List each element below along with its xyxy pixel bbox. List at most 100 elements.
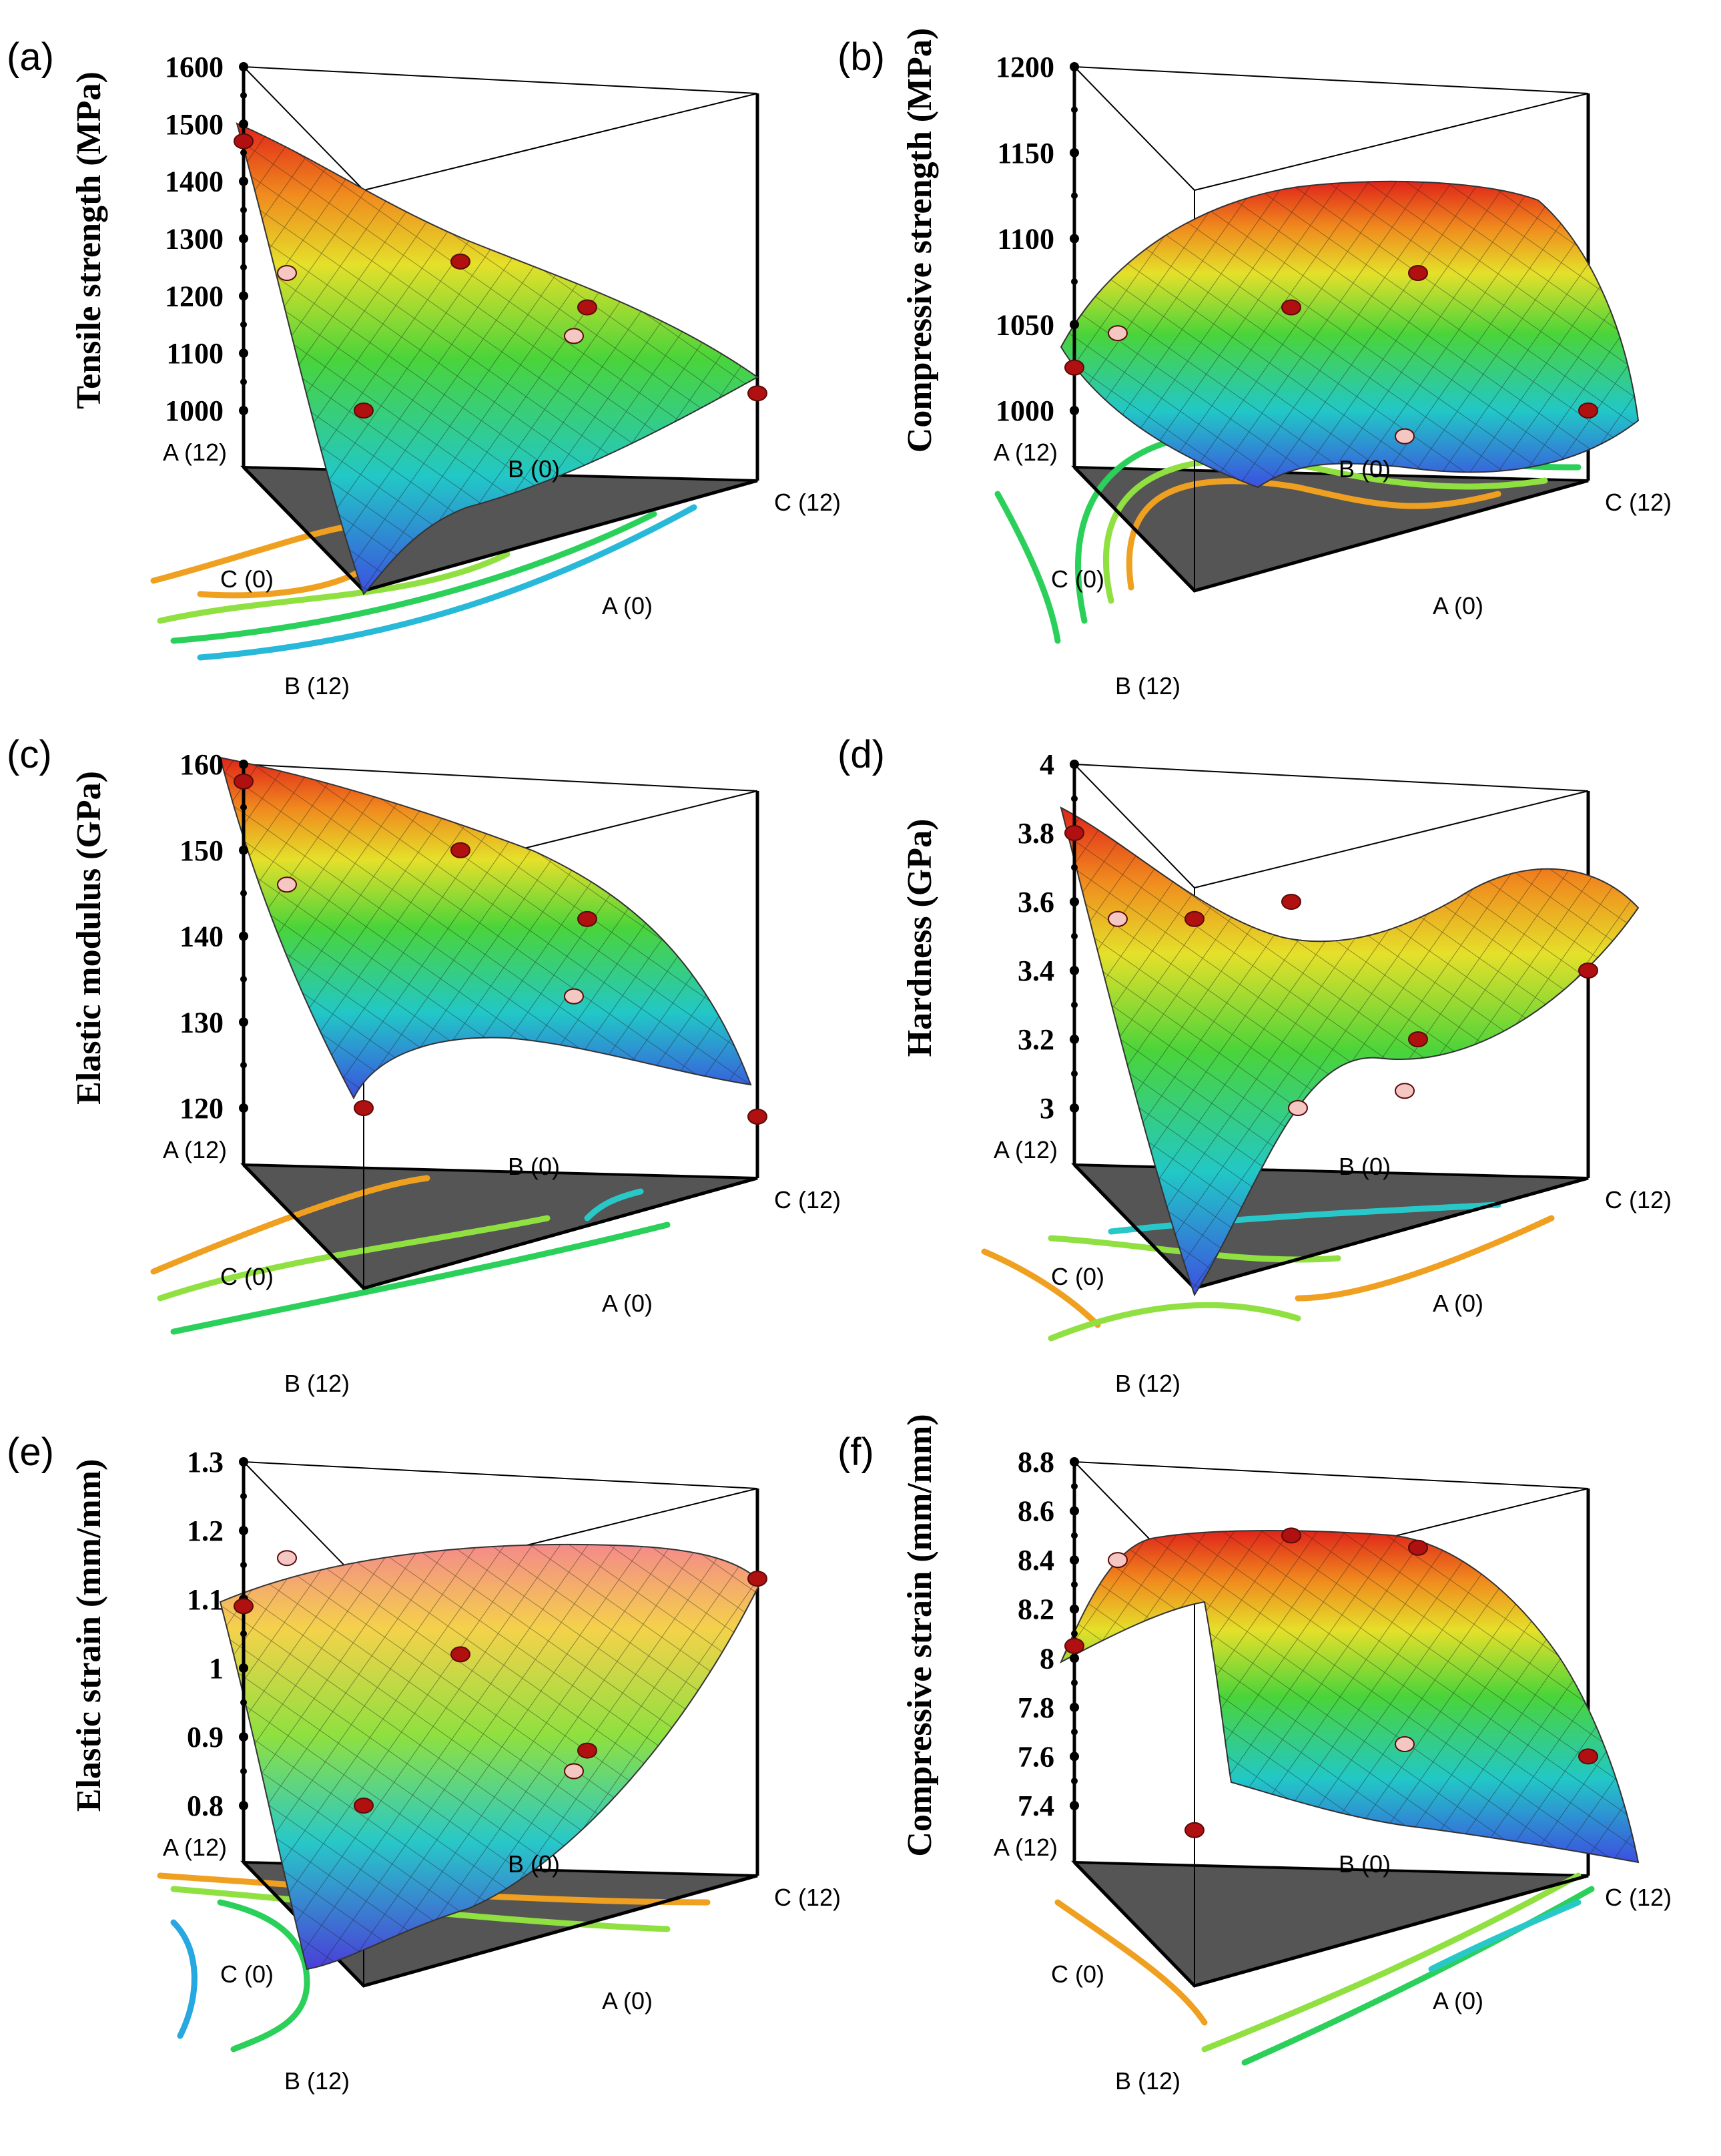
y-tick-mark: [1070, 1035, 1079, 1044]
contour-line: [217, 1899, 310, 2053]
corner-label-b0: B (0): [1339, 1850, 1391, 1878]
surface-mesh: [1061, 808, 1638, 1295]
y-tick-mark: [239, 1526, 248, 1535]
y-tick-mark: [239, 406, 248, 415]
frame-line: [243, 1461, 758, 1489]
y-minor-tick: [1071, 1001, 1078, 1009]
corner-label-a0: A (0): [602, 592, 653, 619]
surface-mesh: [220, 758, 751, 1098]
design-point: [564, 988, 584, 1005]
y-tick-label: 8.4: [1018, 1544, 1054, 1577]
y-tick-mark: [239, 234, 248, 244]
corner-label-b12: B (12): [284, 672, 350, 700]
y-tick-label: 4: [1040, 748, 1054, 781]
corner-label-c0: C (0): [220, 565, 274, 593]
y-minor-tick: [240, 975, 247, 983]
y-tick-label: 1.2: [187, 1515, 224, 1547]
corner-label-c0: C (0): [220, 1960, 274, 1988]
contour-line: [994, 491, 1061, 644]
y-axis-label: Elastic strain (mm/mm): [70, 1459, 108, 1812]
y-tick-mark: [1070, 320, 1079, 330]
design-point: [1578, 402, 1598, 419]
y-minor-tick: [240, 1561, 247, 1569]
corner-label-a12: A (12): [994, 439, 1058, 466]
y-minor-tick: [240, 264, 247, 271]
panel-letter: (a): [7, 35, 54, 79]
y-minor-tick: [1071, 106, 1078, 113]
design-point: [450, 1646, 470, 1663]
corner-label-a0: A (0): [1433, 592, 1483, 619]
y-tick-label: 7.8: [1018, 1691, 1054, 1724]
y-tick-mark: [239, 1103, 248, 1113]
corner-label-b0: B (0): [508, 455, 560, 483]
corner-label-b12: B (12): [284, 2067, 350, 2095]
y-axis-label: Elastic modulus (GPa): [70, 771, 108, 1105]
y-tick-label: 1150: [997, 137, 1054, 170]
y-tick-label: 7.6: [1018, 1740, 1054, 1773]
frame-line: [363, 93, 758, 191]
design-point: [1064, 825, 1084, 841]
y-axis-label: Compressive strength (MPa): [901, 28, 939, 453]
design-point: [354, 1798, 374, 1814]
contour-line: [1428, 1899, 1582, 1972]
design-point: [354, 1100, 374, 1116]
design-point: [234, 773, 254, 790]
design-point: [1395, 428, 1415, 445]
y-minor-tick: [240, 1768, 247, 1775]
y-tick-label: 0.8: [187, 1790, 224, 1822]
y-tick-label: 150: [180, 834, 224, 867]
design-point: [277, 1550, 297, 1567]
y-tick-mark: [1070, 1801, 1079, 1810]
y-tick-label: 1.3: [187, 1446, 224, 1478]
design-point: [450, 842, 470, 858]
y-tick-label: 140: [180, 920, 224, 953]
y-tick-mark: [239, 931, 248, 941]
corner-label-c12: C (12): [1605, 1186, 1672, 1214]
y-minor-tick: [1071, 864, 1078, 871]
y-tick-label: 1000: [165, 394, 224, 427]
surface-mesh: [1061, 1531, 1638, 1862]
y-tick-mark: [1070, 406, 1079, 415]
design-point: [1578, 1748, 1598, 1765]
y-tick-mark: [1070, 1555, 1079, 1565]
y-minor-tick: [1071, 1581, 1078, 1588]
panel-f: 7.4 7.6 7.8 8 8.2 8.4 8.6 8.8 Compressive strain…: [837, 1414, 1672, 2095]
corner-label-a0: A (0): [1433, 1987, 1483, 2014]
frame-line: [1074, 1461, 1589, 1489]
contour-line: [157, 1215, 551, 1302]
y-tick-mark: [239, 62, 248, 71]
y-tick-mark: [1070, 1751, 1079, 1762]
design-point: [577, 1742, 597, 1759]
corner-label-b0: B (0): [1339, 455, 1391, 483]
frame-line: [1074, 66, 1195, 191]
y-tick-mark: [239, 119, 248, 129]
design-point: [577, 910, 597, 927]
surface-mesh: [237, 123, 757, 594]
design-point: [1108, 1552, 1128, 1569]
panel-c: 120 130 140 150 160 Elastic modulus (GPa) (c) A…: [7, 733, 841, 1397]
y-tick-label: 1600: [165, 51, 224, 83]
design-point: [747, 1571, 767, 1587]
y-tick-label: 3.6: [1018, 886, 1054, 918]
y-tick-label: 1500: [165, 108, 224, 141]
y-tick-label: 3: [1040, 1092, 1054, 1125]
panel-letter: (d): [837, 733, 885, 776]
design-point: [747, 385, 767, 402]
design-point: [1108, 910, 1128, 927]
design-point: [1408, 1539, 1428, 1556]
surface-mesh: [220, 1544, 761, 1969]
design-point: [1184, 1822, 1204, 1838]
corner-label-c0: C (0): [1051, 565, 1104, 593]
design-point: [564, 1763, 584, 1780]
y-minor-tick: [1071, 1728, 1078, 1735]
design-point: [1578, 963, 1598, 979]
y-axis-label: Hardness (GPa): [901, 819, 939, 1057]
corner-label-b0: B (0): [508, 1153, 560, 1180]
design-point: [277, 265, 297, 281]
corner-label-c0: C (0): [1051, 1263, 1104, 1290]
y-tick-label: 8.8: [1018, 1446, 1054, 1478]
frame-line: [1074, 764, 1195, 888]
design-point: [450, 253, 470, 270]
panel-letter: (e): [7, 1430, 54, 1474]
